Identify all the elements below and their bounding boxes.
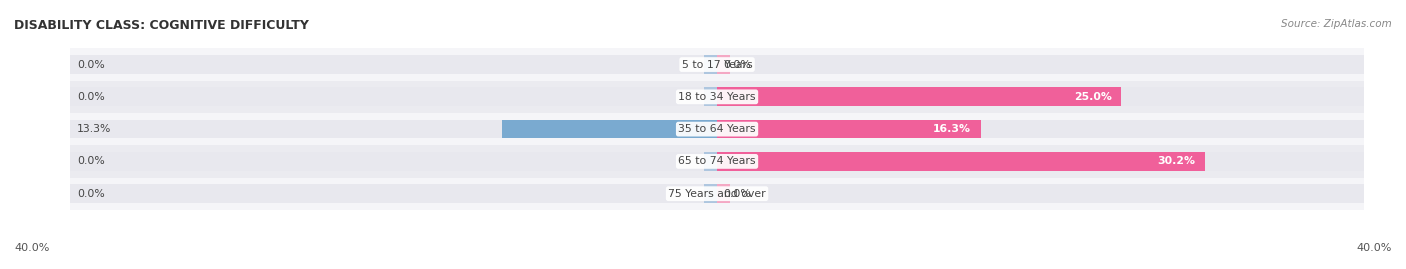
Text: 0.0%: 0.0% bbox=[77, 92, 104, 102]
Bar bbox=[717, 55, 730, 74]
Bar bbox=[70, 81, 1364, 113]
Text: 0.0%: 0.0% bbox=[77, 59, 104, 70]
Bar bbox=[717, 184, 1364, 203]
Bar bbox=[70, 184, 717, 203]
Bar bbox=[717, 152, 1205, 171]
Text: Source: ZipAtlas.com: Source: ZipAtlas.com bbox=[1281, 19, 1392, 29]
Bar bbox=[717, 120, 1364, 139]
Text: 0.0%: 0.0% bbox=[77, 156, 104, 167]
Bar bbox=[70, 48, 1364, 81]
Bar bbox=[704, 184, 717, 203]
Bar bbox=[70, 152, 717, 171]
Legend: Male, Female: Male, Female bbox=[650, 266, 785, 269]
Text: 0.0%: 0.0% bbox=[724, 59, 751, 70]
Bar bbox=[717, 87, 1122, 106]
Text: 0.0%: 0.0% bbox=[724, 189, 751, 199]
Bar bbox=[717, 184, 730, 203]
Text: DISABILITY CLASS: COGNITIVE DIFFICULTY: DISABILITY CLASS: COGNITIVE DIFFICULTY bbox=[14, 19, 309, 32]
Text: 18 to 34 Years: 18 to 34 Years bbox=[678, 92, 756, 102]
Bar bbox=[70, 145, 1364, 178]
Text: 25.0%: 25.0% bbox=[1074, 92, 1112, 102]
Bar bbox=[70, 113, 1364, 145]
Bar bbox=[70, 120, 717, 139]
Text: 40.0%: 40.0% bbox=[14, 243, 49, 253]
Bar bbox=[70, 178, 1364, 210]
Text: 13.3%: 13.3% bbox=[77, 124, 111, 134]
Bar bbox=[502, 120, 717, 139]
Bar bbox=[717, 87, 1364, 106]
Bar bbox=[704, 55, 717, 74]
Text: 5 to 17 Years: 5 to 17 Years bbox=[682, 59, 752, 70]
Text: 35 to 64 Years: 35 to 64 Years bbox=[678, 124, 756, 134]
Bar bbox=[70, 55, 717, 74]
Bar bbox=[704, 152, 717, 171]
Bar bbox=[70, 87, 717, 106]
Bar bbox=[717, 120, 980, 139]
Bar bbox=[704, 87, 717, 106]
Bar bbox=[717, 55, 1364, 74]
Bar bbox=[717, 152, 1364, 171]
Text: 0.0%: 0.0% bbox=[77, 189, 104, 199]
Text: 65 to 74 Years: 65 to 74 Years bbox=[678, 156, 756, 167]
Text: 40.0%: 40.0% bbox=[1357, 243, 1392, 253]
Text: 75 Years and over: 75 Years and over bbox=[668, 189, 766, 199]
Text: 16.3%: 16.3% bbox=[934, 124, 972, 134]
Text: 30.2%: 30.2% bbox=[1157, 156, 1195, 167]
